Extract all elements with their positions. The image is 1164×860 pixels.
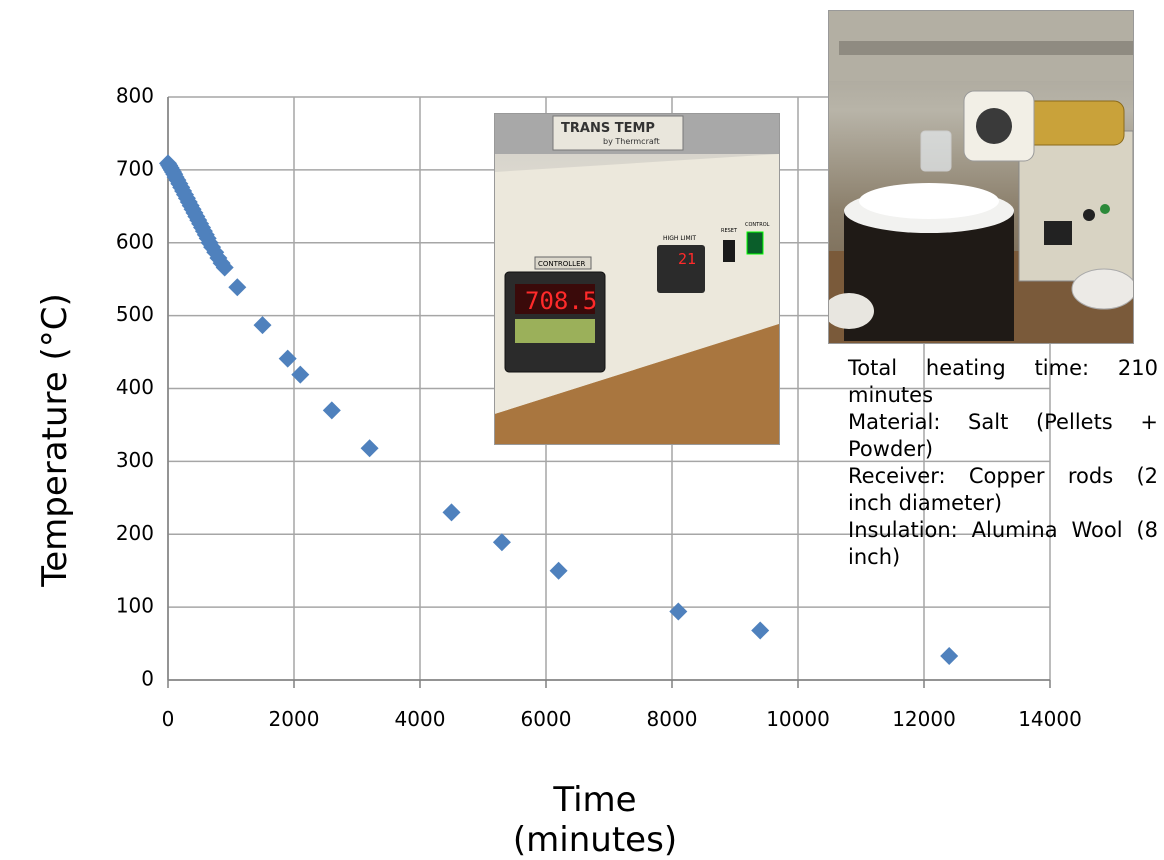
controller-readout: 708.5 (525, 287, 597, 315)
y-tick-label: 0 (141, 667, 154, 691)
x-tick-label: 2000 (269, 707, 320, 731)
annotation-insulation: Insulation: Alumina Wool (8 inch) (848, 518, 1158, 569)
controller-photo-drawing: TRANS TEMP by Thermcraft CONTROLLER 708.… (495, 114, 779, 444)
x-tick-label: 6000 (521, 707, 572, 731)
y-tick-label: 100 (116, 594, 154, 618)
brand-sub-text: by Thermcraft (603, 137, 660, 146)
x-tick-label: 10000 (766, 707, 830, 731)
x-tick-label: 12000 (892, 707, 956, 731)
data-point-diamond (228, 278, 247, 297)
y-tick-label: 600 (116, 229, 154, 253)
y-tick-label: 500 (116, 302, 154, 326)
data-point-diamond (215, 258, 234, 277)
y-axis-label-text: Temperature (°C) (35, 293, 75, 587)
y-tick-labels: 0 100 200 300 400 500 600 700 800 (116, 84, 154, 691)
brand-text: TRANS TEMP (561, 121, 655, 136)
data-point-diamond (360, 439, 379, 458)
data-point-diamond (322, 401, 341, 420)
reset-button (723, 240, 735, 262)
controller-label: CONTROLLER (538, 260, 586, 268)
annotation-material: Material: Salt (Pellets + Powder) (848, 410, 1158, 461)
high-limit-label: HIGH LIMIT (663, 235, 696, 242)
data-point-diamond (291, 365, 310, 384)
y-tick-label: 400 (116, 375, 154, 399)
x-tick-labels: 0 2000 4000 6000 8000 10000 12000 14000 (162, 707, 1082, 731)
y-tick-label: 300 (116, 448, 154, 472)
data-point-diamond (442, 503, 461, 522)
data-point-diamond (492, 533, 511, 552)
y-axis-label: Temperature (°C) (35, 290, 75, 590)
x-tick-label: 4000 (395, 707, 446, 731)
control-switch (746, 231, 764, 255)
reset-label: RESET (721, 228, 738, 234)
y-tick-label: 200 (116, 521, 154, 545)
furnace-photo-drawing (829, 11, 1133, 343)
data-point-diamond (751, 621, 770, 640)
y-tick-label: 800 (116, 84, 154, 108)
controller-photo: TRANS TEMP by Thermcraft CONTROLLER 708.… (494, 113, 780, 445)
data-points (159, 154, 959, 665)
furnace-photo (828, 10, 1134, 344)
annotation-heating-time: Total heating time: 210 minutes (848, 356, 1158, 407)
data-point-diamond (669, 602, 688, 621)
x-axis-label: Time (minutes) (512, 780, 678, 860)
experiment-annotation: Total heating time: 210 minutes Material… (848, 355, 1158, 571)
high-limit-unit (657, 245, 705, 293)
high-limit-readout: 21 (678, 250, 696, 268)
x-tick-label: 14000 (1018, 707, 1082, 731)
y-tick-label: 700 (116, 156, 154, 180)
x-tick-label: 0 (162, 707, 175, 731)
chart-axes (167, 97, 1051, 688)
x-tick-label: 8000 (647, 707, 698, 731)
data-point-diamond (549, 561, 568, 580)
control-label: CONTROL (745, 222, 770, 228)
data-point-diamond (253, 316, 272, 335)
annotation-receiver: Receiver: Copper rods (2 inch diameter) (848, 464, 1158, 515)
data-point-diamond (940, 646, 959, 665)
data-point-diamond (278, 349, 297, 368)
